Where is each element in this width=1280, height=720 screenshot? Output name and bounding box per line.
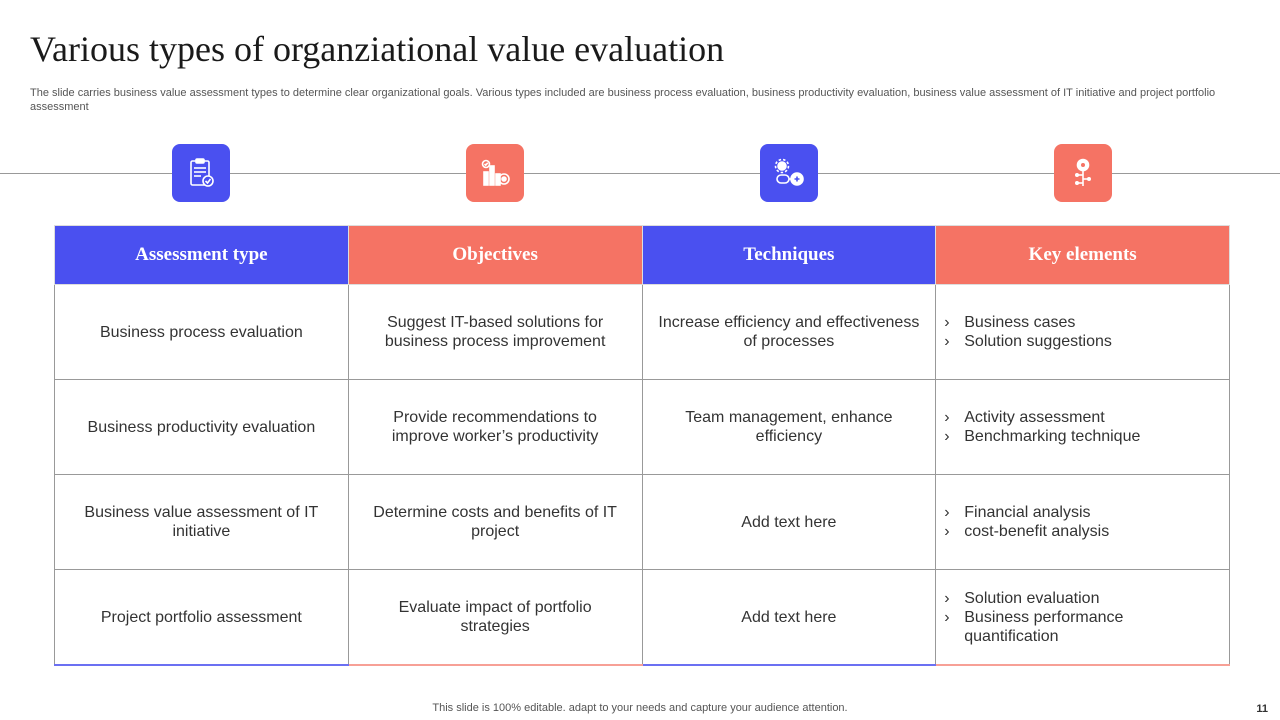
table-row: Business value assessment of IT initiati… <box>54 474 1230 570</box>
assessment-type-cell: Business value assessment of IT initiati… <box>54 474 349 570</box>
assessment-type-cell: Project portfolio assessment <box>54 569 349 666</box>
header-key-elements: Key elements <box>935 225 1230 285</box>
objective-cell: Evaluate impact of portfolio strategies <box>347 569 643 666</box>
key-element-item: Benchmarking technique <box>944 427 1215 446</box>
technique-cell: Team management, enhance efficiency <box>641 379 937 475</box>
header-assessment-type: Assessment type <box>54 225 349 285</box>
slide-title: Various types of organziational value ev… <box>30 29 725 69</box>
key-element-item: cost-benefit analysis <box>944 522 1215 541</box>
assessment-table: Assessment type Objectives Techniques Ke… <box>54 225 1230 666</box>
assessment-type-cell: Business productivity evaluation <box>54 379 349 475</box>
table-row: Business process evaluation Suggest IT-b… <box>54 284 1230 380</box>
key-elements-cell: Financial analysis cost-benefit analysis <box>935 474 1230 570</box>
key-element-item: Activity assessment <box>944 408 1215 427</box>
key-elements-cell: Activity assessment Benchmarking techniq… <box>935 379 1230 475</box>
technique-cell: Increase efficiency and effectiveness of… <box>641 284 937 380</box>
clipboard-check-icon <box>172 144 230 202</box>
assessment-type-cell: Business process evaluation <box>54 284 349 380</box>
key-element-item: Business cases <box>944 313 1215 332</box>
table-row: Business productivity evaluation Provide… <box>54 379 1230 475</box>
bar-chart-target-icon <box>466 144 524 202</box>
key-element-item: Solution evaluation <box>944 589 1215 608</box>
slide-subtitle: The slide carries business value assessm… <box>30 87 1216 113</box>
objective-cell: Determine costs and benefits of IT proje… <box>347 474 643 570</box>
icon-connector-line <box>0 173 1280 174</box>
objective-cell: Provide recommendations to improve worke… <box>347 379 643 475</box>
key-element-item: Business performance quantification <box>944 608 1215 646</box>
technique-cell: Add text here <box>641 474 937 570</box>
key-elements-cell: Solution evaluation Business performance… <box>935 569 1230 666</box>
table-header-row: Assessment type Objectives Techniques Ke… <box>54 225 1230 285</box>
objective-cell: Suggest IT-based solutions for business … <box>347 284 643 380</box>
key-element-item: Financial analysis <box>944 503 1215 522</box>
header-objectives: Objectives <box>347 225 643 285</box>
key-element-item: Solution suggestions <box>944 332 1215 351</box>
table-row: Project portfolio assessment Evaluate im… <box>54 569 1230 666</box>
header-techniques: Techniques <box>641 225 937 285</box>
page-number: 11 <box>1256 703 1268 715</box>
key-elements-cell: Business cases Solution suggestions <box>935 284 1230 380</box>
gear-brain-process-icon <box>760 144 818 202</box>
slide-footer: This slide is 100% editable. adapt to yo… <box>432 702 848 714</box>
key-network-icon <box>1054 144 1112 202</box>
technique-cell: Add text here <box>641 569 937 666</box>
